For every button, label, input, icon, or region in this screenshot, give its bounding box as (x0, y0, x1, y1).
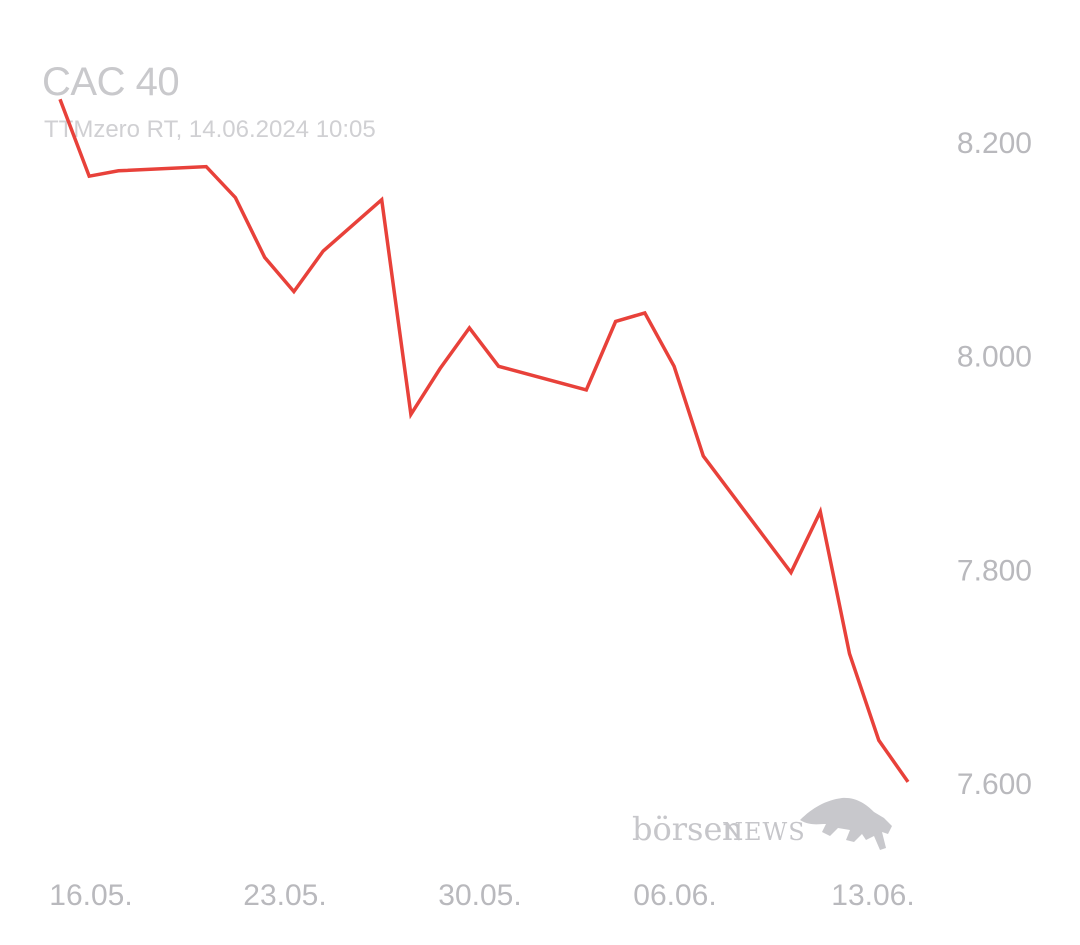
chart-title: CAC 40 (42, 60, 180, 104)
x-tick-label: 23.05. (243, 879, 326, 912)
bornsennews-watermark: börsen NEWS (632, 797, 892, 850)
y-tick-label: 8.000 (957, 341, 1032, 374)
y-tick-label: 7.600 (957, 768, 1032, 801)
watermark-brand-lower: börsen (632, 810, 743, 848)
x-tick-label: 06.06. (633, 879, 716, 912)
series-line (58, 98, 910, 783)
x-tick-label: 30.05. (438, 879, 521, 912)
y-tick-label: 7.800 (957, 554, 1032, 587)
chart-subtitle: TTMzero RT, 14.06.2024 10:05 (44, 116, 376, 143)
bull-icon (800, 797, 892, 850)
watermark-brand-upper: NEWS (722, 818, 806, 846)
y-axis-ticks: 8.200 8.000 7.800 7.600 (957, 127, 1032, 801)
x-tick-label: 16.05. (49, 879, 132, 912)
x-axis-ticks: 16.05. 23.05. 30.05. 06.06. 13.06. (49, 879, 914, 912)
x-tick-label: 13.06. (831, 879, 914, 912)
y-tick-label: 8.200 (957, 127, 1032, 160)
